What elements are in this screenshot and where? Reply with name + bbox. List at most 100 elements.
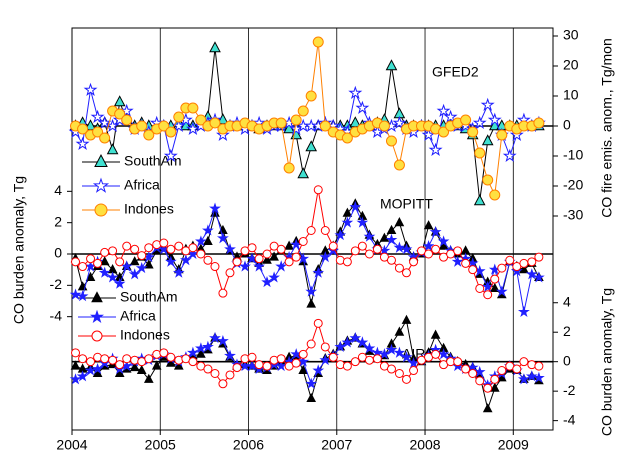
- marker: [355, 100, 370, 114]
- marker: [512, 364, 522, 374]
- marker: [533, 371, 545, 383]
- y-tick-label: 0: [563, 117, 571, 133]
- marker: [232, 257, 242, 267]
- marker: [409, 366, 419, 376]
- marker: [100, 247, 110, 257]
- marker: [460, 114, 472, 126]
- marker: [428, 142, 443, 156]
- marker: [341, 132, 353, 144]
- marker: [196, 348, 206, 358]
- marker: [165, 126, 177, 138]
- y-tick-label: 10: [563, 87, 579, 103]
- marker: [275, 260, 287, 272]
- marker: [407, 357, 420, 369]
- marker: [497, 366, 507, 376]
- marker: [525, 370, 538, 382]
- marker: [334, 229, 347, 241]
- marker: [349, 332, 362, 344]
- marker: [313, 185, 323, 195]
- marker: [172, 266, 185, 278]
- marker: [120, 260, 133, 272]
- marker: [394, 326, 405, 336]
- marker: [173, 111, 185, 123]
- marker: [364, 355, 374, 365]
- y-tick-label: -2: [563, 382, 576, 398]
- marker: [129, 256, 140, 266]
- marker: [385, 135, 397, 147]
- marker: [394, 263, 404, 273]
- marker: [483, 383, 493, 393]
- marker: [306, 339, 316, 349]
- marker: [472, 115, 487, 129]
- marker: [519, 357, 529, 367]
- marker: [92, 126, 104, 138]
- marker: [379, 232, 390, 242]
- marker: [517, 305, 530, 317]
- marker: [174, 241, 184, 251]
- marker: [394, 217, 405, 227]
- x-tick-label: 2008: [409, 437, 440, 453]
- marker: [533, 271, 545, 283]
- marker: [502, 148, 517, 162]
- marker: [525, 268, 538, 280]
- marker: [86, 357, 96, 367]
- marker: [461, 258, 471, 268]
- marker: [122, 241, 132, 251]
- marker: [108, 355, 118, 365]
- marker: [431, 349, 441, 359]
- marker: [312, 364, 325, 376]
- marker: [283, 162, 295, 174]
- marker: [78, 354, 88, 364]
- marker: [166, 244, 176, 254]
- marker: [216, 334, 229, 347]
- marker: [159, 238, 169, 248]
- marker: [482, 403, 493, 413]
- axis-title: CO burden anomaly, Tg: [599, 288, 615, 436]
- marker: [188, 243, 198, 253]
- marker: [209, 117, 221, 129]
- marker: [490, 374, 500, 384]
- marker: [437, 235, 450, 247]
- marker: [91, 363, 104, 375]
- y-tick-label: 30: [563, 27, 579, 43]
- marker: [289, 121, 304, 135]
- marker: [312, 266, 325, 278]
- marker: [224, 243, 236, 255]
- marker: [158, 120, 170, 132]
- marker: [209, 202, 221, 214]
- marker: [438, 126, 450, 138]
- marker: [71, 257, 81, 267]
- marker: [143, 373, 154, 383]
- marker: [115, 360, 125, 370]
- marker: [122, 354, 132, 364]
- marker: [119, 103, 134, 117]
- marker: [137, 251, 147, 261]
- marker: [99, 256, 110, 266]
- marker: [497, 263, 507, 273]
- y-tick-label: 2: [563, 323, 571, 339]
- marker: [356, 336, 369, 348]
- marker: [519, 258, 529, 268]
- marker: [320, 342, 330, 352]
- marker: [372, 354, 382, 364]
- marker: [509, 127, 524, 141]
- legend-marker: [91, 291, 103, 303]
- y-tick-label: 4: [54, 182, 62, 198]
- marker: [186, 346, 199, 358]
- marker: [468, 368, 478, 378]
- legend-label: Indones: [120, 327, 170, 343]
- marker: [262, 361, 272, 371]
- series-markers: [70, 36, 545, 201]
- marker: [357, 241, 367, 251]
- marker: [275, 117, 287, 129]
- marker: [474, 147, 486, 159]
- marker: [400, 243, 413, 255]
- axis-title: CO fire emis. anom., Tg/mon: [599, 38, 615, 217]
- marker: [342, 257, 352, 267]
- marker: [334, 340, 347, 353]
- marker: [254, 360, 264, 370]
- marker: [108, 246, 118, 256]
- x-tick-label: 2005: [145, 437, 176, 453]
- marker: [385, 343, 398, 355]
- marker: [218, 288, 228, 298]
